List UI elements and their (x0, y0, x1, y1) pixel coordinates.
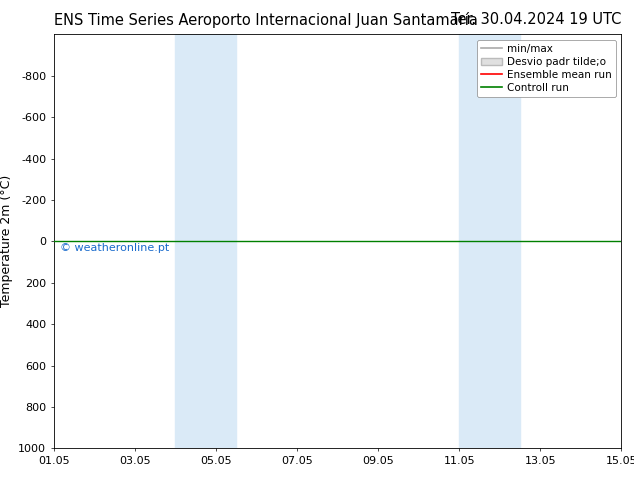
Y-axis label: Temperature 2m (°C): Temperature 2m (°C) (0, 175, 13, 307)
Legend: min/max, Desvio padr tilde;o, Ensemble mean run, Controll run: min/max, Desvio padr tilde;o, Ensemble m… (477, 40, 616, 97)
Text: Ter. 30.04.2024 19 UTC: Ter. 30.04.2024 19 UTC (451, 12, 621, 27)
Bar (459, 34, 520, 448)
Bar (176, 34, 236, 448)
Text: © weatheronline.pt: © weatheronline.pt (60, 244, 169, 253)
Text: ENS Time Series Aeroporto Internacional Juan Santamaría: ENS Time Series Aeroporto Internacional … (54, 12, 478, 28)
